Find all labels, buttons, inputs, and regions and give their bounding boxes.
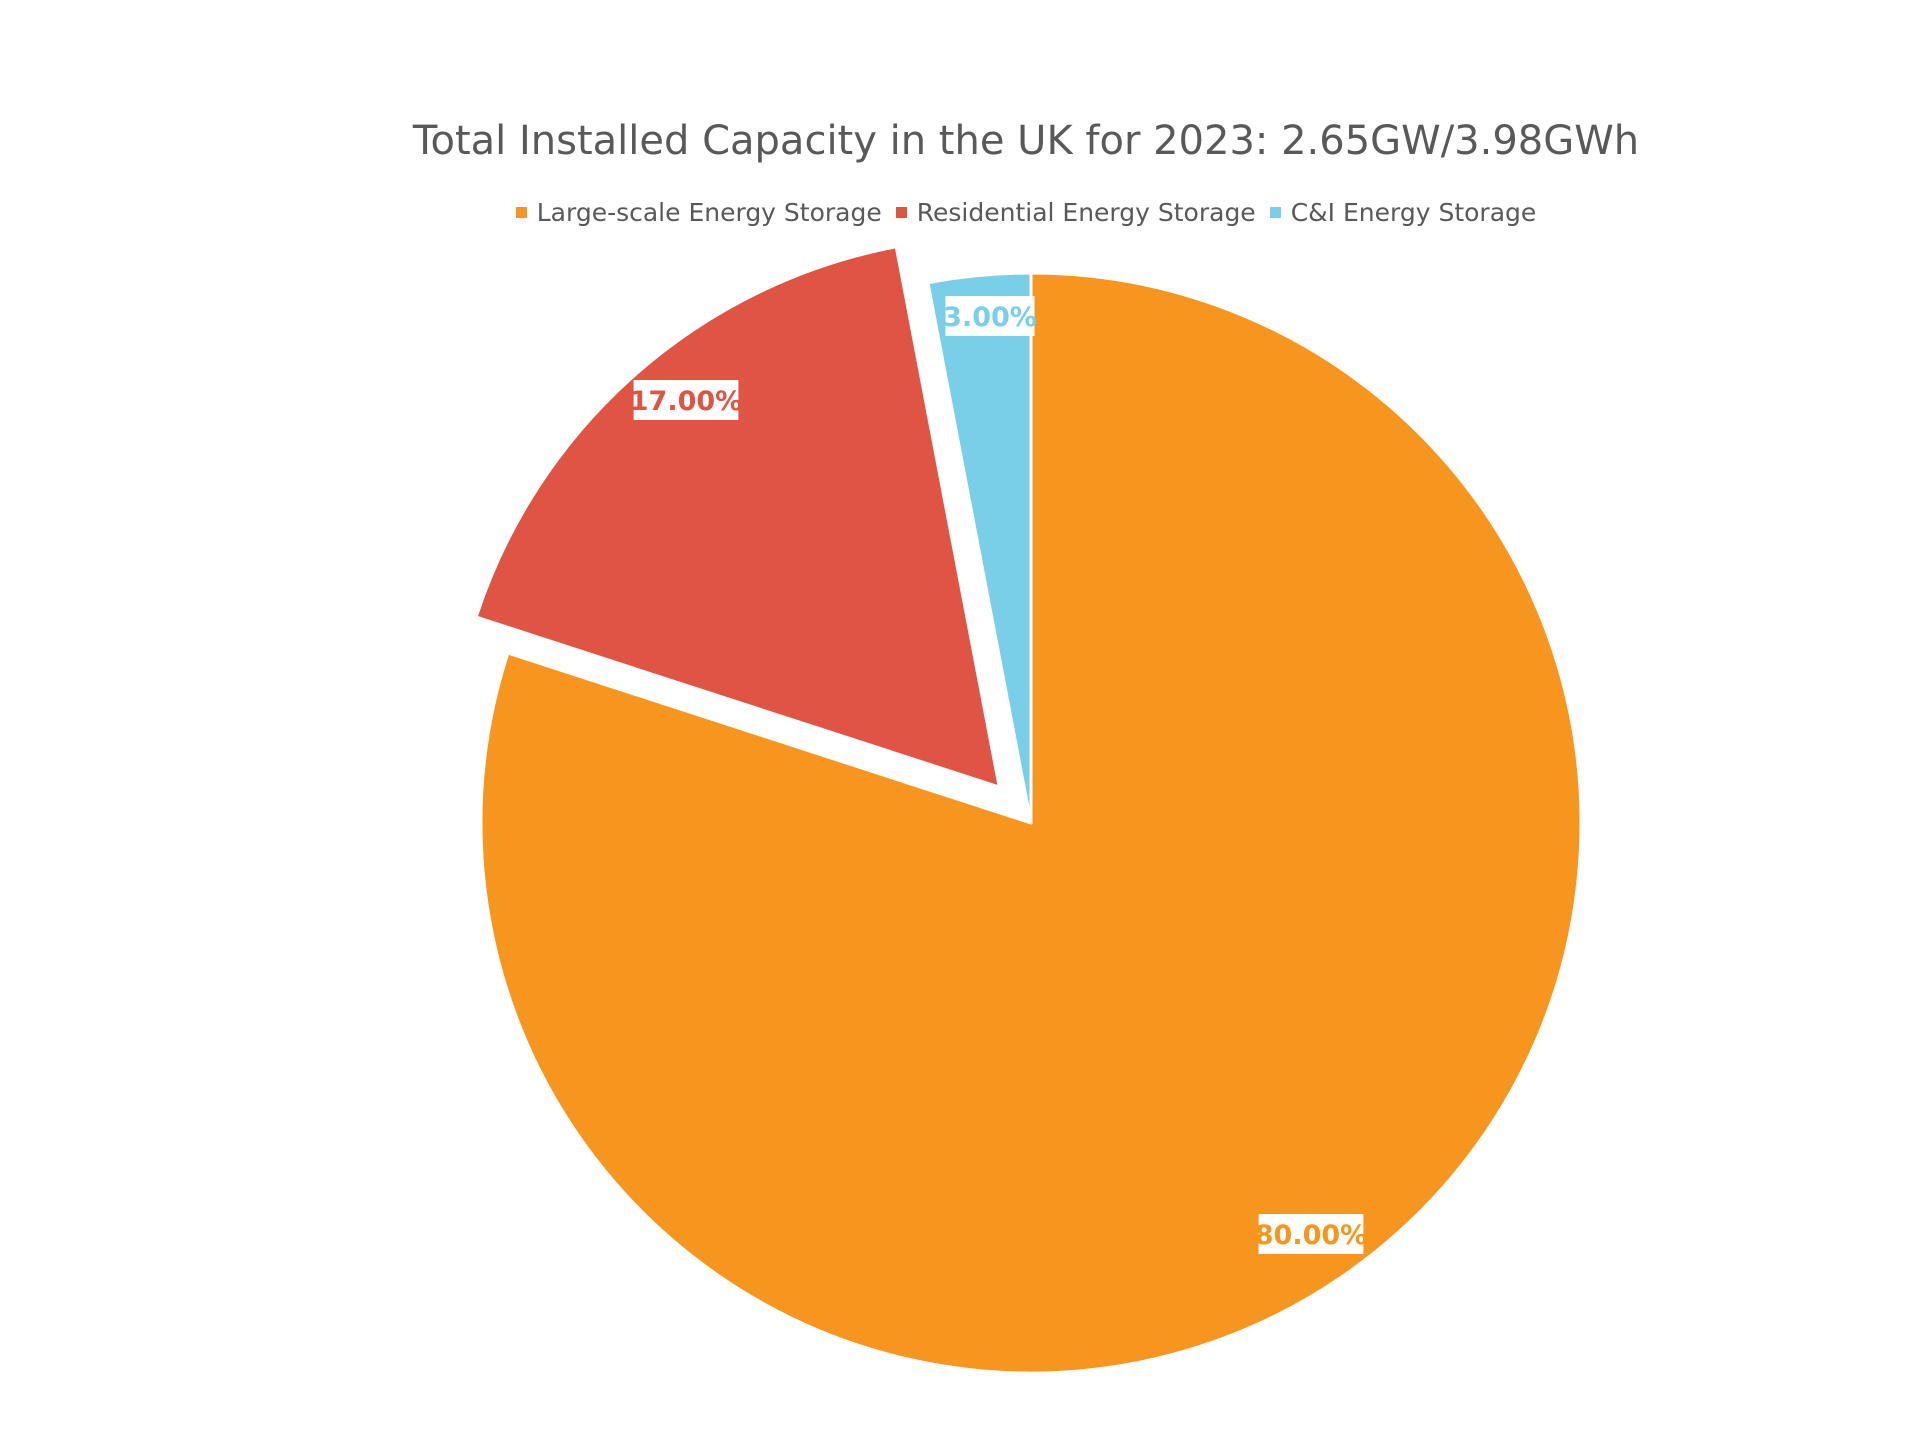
legend-swatch-residential — [895, 207, 907, 218]
legend-label-residential: Residential Energy Storage — [916, 198, 1256, 227]
legend-item-ci: C&I Energy Storage — [1269, 198, 1537, 227]
pie-slice-ci — [926, 271, 1033, 825]
legend-label-ci: C&I Energy Storage — [1290, 198, 1537, 227]
data-label-text-large-scale: 80.00% — [1255, 1220, 1367, 1251]
legend-swatch-large-scale — [515, 207, 527, 218]
data-label-box-residential — [633, 380, 739, 420]
pie-slice-residential — [474, 245, 1001, 789]
chart-title: Total Installed Capacity in the UK for 2… — [412, 118, 1640, 164]
legend-swatch-ci — [1269, 207, 1281, 218]
data-label-box-large-scale — [1258, 1214, 1364, 1254]
legend-label-large-scale: Large-scale Energy Storage — [536, 198, 882, 227]
data-label-residential: 17.00% — [630, 380, 742, 420]
legend-item-large-scale: Large-scale Energy Storage — [515, 198, 882, 227]
data-label-large-scale: 80.00% — [1255, 1214, 1367, 1254]
legend-item-residential: Residential Energy Storage — [895, 198, 1256, 227]
data-label-text-ci: 3.00% — [943, 302, 1037, 333]
data-label-ci: 3.00% — [943, 296, 1037, 336]
legend: Large-scale Energy Storage Residential E… — [0, 198, 1920, 227]
pie-slice-large-scale — [479, 271, 1583, 1375]
data-label-box-ci — [945, 296, 1035, 336]
data-label-text-residential: 17.00% — [630, 386, 742, 417]
